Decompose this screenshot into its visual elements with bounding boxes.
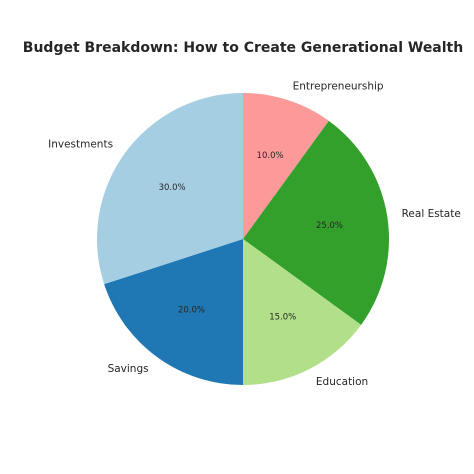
- slice-label-entrepreneurship: Entrepreneurship: [293, 80, 384, 92]
- pie-slices: [97, 93, 390, 385]
- pct-label-entrepreneurship: 10.0%: [257, 151, 284, 161]
- slice-label-savings: Savings: [108, 363, 149, 375]
- pie-slice-investments: [97, 93, 243, 285]
- chart-title: Budget Breakdown: How to Create Generati…: [23, 40, 463, 56]
- pie-slice-entrepreneurship: [243, 93, 329, 239]
- pct-label-education: 15.0%: [269, 313, 296, 323]
- pct-label-real-estate: 25.0%: [316, 221, 343, 231]
- slice-label-education: Education: [316, 376, 368, 388]
- slice-label-real-estate: Real Estate: [402, 208, 461, 220]
- pie-slice-savings: [104, 239, 244, 385]
- pie-slice-education: [243, 239, 362, 385]
- slice-label-investments: Investments: [48, 139, 113, 151]
- pct-label-savings: 20.0%: [178, 305, 205, 315]
- pie-slice-real-estate: [243, 120, 390, 325]
- pct-label-investments: 30.0%: [159, 183, 186, 193]
- pie-labels: Entrepreneurship 10.0% Real Estate 25.0% Edu…: [48, 80, 461, 388]
